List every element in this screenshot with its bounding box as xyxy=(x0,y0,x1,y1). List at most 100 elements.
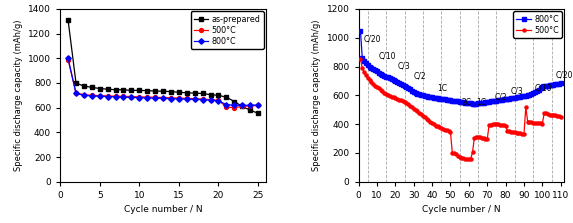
800°C xyxy=(73,92,80,95)
800°C xyxy=(136,96,143,99)
800°C xyxy=(207,99,214,102)
800°C xyxy=(500,98,507,101)
500°C xyxy=(416,112,423,114)
500°C xyxy=(112,95,119,97)
Text: C/10: C/10 xyxy=(535,83,552,93)
Line: as-prepared: as-prepared xyxy=(66,18,260,115)
500°C xyxy=(231,106,238,109)
as-prepared xyxy=(88,86,95,89)
Legend: as-prepared, 500°C, 800°C: as-prepared, 500°C, 800°C xyxy=(190,11,264,49)
as-prepared xyxy=(175,91,182,94)
800°C xyxy=(191,98,198,101)
as-prepared xyxy=(144,89,151,92)
as-prepared xyxy=(191,92,198,95)
Y-axis label: Specific discharge capacity (mAh/g): Specific discharge capacity (mAh/g) xyxy=(14,20,22,171)
Line: 500°C: 500°C xyxy=(359,57,562,161)
500°C xyxy=(104,95,111,97)
X-axis label: Cycle number / N: Cycle number / N xyxy=(422,205,501,214)
500°C xyxy=(558,116,564,118)
800°C xyxy=(80,94,87,97)
500°C xyxy=(500,124,507,127)
500°C xyxy=(554,114,560,117)
800°C xyxy=(128,96,135,99)
500°C xyxy=(80,93,87,96)
800°C xyxy=(223,103,230,106)
as-prepared xyxy=(215,94,222,97)
500°C xyxy=(175,97,182,99)
800°C xyxy=(471,103,478,105)
500°C xyxy=(73,91,80,94)
as-prepared xyxy=(183,91,190,94)
500°C xyxy=(136,95,143,98)
800°C xyxy=(558,82,564,85)
800°C xyxy=(167,97,174,100)
Text: C/20: C/20 xyxy=(555,70,573,79)
500°C xyxy=(199,98,206,100)
800°C xyxy=(416,93,423,96)
as-prepared xyxy=(128,89,135,92)
as-prepared xyxy=(239,105,246,108)
800°C xyxy=(65,57,72,60)
as-prepared xyxy=(207,93,214,96)
800°C xyxy=(554,83,560,85)
as-prepared xyxy=(80,85,87,87)
Legend: 800°C, 500°C: 800°C, 500°C xyxy=(513,11,562,38)
800°C xyxy=(96,95,103,98)
800°C xyxy=(144,97,151,99)
800°C xyxy=(215,99,222,102)
Text: C/3: C/3 xyxy=(397,62,410,71)
500°C xyxy=(160,96,167,99)
800°C xyxy=(152,97,159,99)
500°C xyxy=(88,94,95,97)
Line: 800°C: 800°C xyxy=(359,29,562,105)
800°C xyxy=(104,95,111,98)
800°C xyxy=(175,98,182,100)
500°C xyxy=(144,96,151,98)
Text: 1C: 1C xyxy=(476,98,486,107)
as-prepared xyxy=(247,109,254,112)
800°C xyxy=(112,95,119,98)
X-axis label: Cycle number / N: Cycle number / N xyxy=(124,205,202,214)
Text: 2C: 2C xyxy=(461,98,472,107)
as-prepared xyxy=(104,88,111,91)
500°C xyxy=(96,94,103,97)
as-prepared xyxy=(136,89,143,92)
800°C xyxy=(449,99,456,102)
as-prepared xyxy=(167,90,174,93)
as-prepared xyxy=(120,89,127,91)
500°C xyxy=(239,105,246,108)
800°C xyxy=(231,104,238,107)
500°C xyxy=(215,99,222,102)
500°C xyxy=(254,104,261,107)
Line: 500°C: 500°C xyxy=(66,58,260,110)
800°C xyxy=(183,98,190,101)
500°C xyxy=(454,155,461,157)
Y-axis label: Specific discharge capacity (mAh/g): Specific discharge capacity (mAh/g) xyxy=(312,20,321,171)
800°C xyxy=(247,104,254,107)
as-prepared xyxy=(112,89,119,91)
500°C xyxy=(128,95,135,98)
Line: 800°C: 800°C xyxy=(66,56,260,107)
500°C xyxy=(247,105,254,107)
800°C xyxy=(160,97,167,100)
500°C xyxy=(465,158,472,161)
as-prepared xyxy=(254,112,261,115)
800°C xyxy=(120,96,127,99)
500°C xyxy=(183,97,190,100)
500°C xyxy=(167,97,174,99)
800°C xyxy=(454,100,461,103)
800°C xyxy=(254,104,261,106)
as-prepared xyxy=(152,90,159,92)
as-prepared xyxy=(65,19,72,21)
as-prepared xyxy=(73,82,80,84)
Text: C/10: C/10 xyxy=(379,52,397,61)
500°C xyxy=(152,96,159,99)
500°C xyxy=(65,58,72,61)
500°C xyxy=(546,114,553,116)
800°C xyxy=(239,104,246,107)
800°C xyxy=(546,84,553,87)
as-prepared xyxy=(231,100,238,103)
as-prepared xyxy=(199,92,206,95)
800°C xyxy=(199,98,206,101)
500°C xyxy=(191,97,198,100)
